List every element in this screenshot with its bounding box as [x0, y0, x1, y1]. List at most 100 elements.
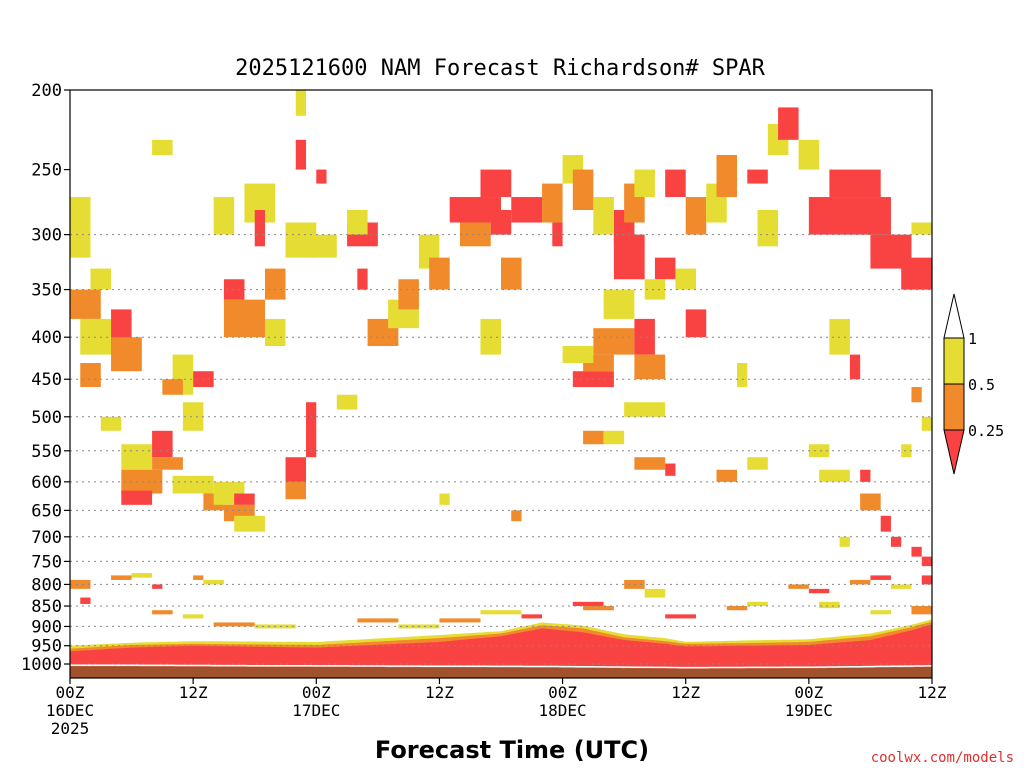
ri-cell-110: [70, 579, 91, 589]
ri-cell-1: [70, 289, 101, 319]
ri-cell-109: [901, 444, 912, 458]
legend-orange-box: [943, 383, 965, 431]
ri-cell-17: [182, 402, 204, 431]
ri-cell-130: [665, 614, 696, 619]
x-axis-title: Forecast Time (UTC): [375, 736, 649, 764]
ri-cell-48: [480, 169, 512, 198]
ri-cell-75: [654, 257, 676, 280]
ri-cell-4: [90, 268, 112, 290]
ri-cell-87: [757, 210, 779, 247]
ri-cell-118: [182, 614, 204, 619]
ri-cell-46: [429, 257, 450, 290]
y-tick-label-350: 350: [31, 281, 62, 301]
y-tick-label-600: 600: [31, 473, 62, 493]
ri-cell-37: [295, 90, 307, 116]
y-tick-label-950: 950: [31, 637, 62, 657]
plot-frame: [69, 89, 933, 679]
ri-cell-13: [152, 457, 183, 470]
ri-cell-142: [336, 394, 358, 410]
ri-cell-76: [644, 279, 666, 300]
ri-cell-116: [203, 579, 224, 585]
y-tick-label-550: 550: [31, 442, 62, 462]
ri-cell-135: [819, 601, 840, 609]
ri-cell-104: [839, 536, 850, 547]
boundary-layer: [70, 619, 932, 669]
y-tick-label-400: 400: [31, 328, 62, 348]
y-tick-label-1000: 1000: [21, 655, 62, 675]
richardson-cells: [70, 90, 932, 629]
ri-cell-62: [665, 169, 686, 198]
ri-cell-79: [603, 430, 625, 445]
ri-cell-61: [634, 169, 655, 198]
ri-cell-129: [644, 588, 666, 598]
x-tick-label-0-1: 16DEC: [46, 701, 94, 720]
y-tick-label-650: 650: [31, 501, 62, 521]
legend-arrow-top: [943, 293, 965, 339]
x-tick-label-7-0: 12Z: [918, 683, 947, 702]
ri-cell-15: [162, 379, 183, 395]
ri-cell-126: [572, 601, 604, 607]
ri-cell-11: [152, 139, 173, 156]
ri-cell-22: [234, 493, 255, 505]
ri-cell-31: [285, 457, 307, 482]
ri-cell-103: [890, 536, 902, 547]
ri-cell-106: [921, 556, 932, 567]
surface-line: [69, 664, 932, 669]
x-tick-label-6-1: 19DEC: [785, 701, 833, 720]
ri-cell-114: [152, 584, 163, 589]
ri-cell-3: [80, 363, 101, 388]
ri-cell-65: [716, 155, 738, 198]
ri-cell-85: [747, 457, 768, 470]
ri-cell-7: [111, 337, 142, 372]
ri-cell-134: [808, 588, 830, 594]
y-tick-label-250: 250: [31, 161, 62, 181]
ri-cell-90: [798, 139, 820, 170]
ri-cell-29: [264, 268, 286, 300]
legend-yellow-box: [943, 337, 965, 385]
ri-cell-144: [511, 510, 522, 522]
ri-cell-94: [901, 257, 932, 290]
ri-cell-36: [295, 139, 307, 170]
ri-cell-105: [911, 546, 922, 557]
ri-cell-57: [572, 169, 594, 211]
ri-cell-51: [511, 197, 543, 223]
y-tick-label-450: 450: [31, 370, 62, 390]
ri-cell-5: [100, 416, 122, 431]
x-tick-label-3-0: 12Z: [425, 683, 454, 702]
ri-cell-18: [172, 475, 214, 494]
ri-cell-12: [152, 430, 173, 458]
y-tick-label-500: 500: [31, 408, 62, 428]
ri-cell-82: [675, 268, 696, 290]
legend-label-0.25: 0.25: [968, 422, 1004, 440]
ri-cell-38: [316, 169, 327, 184]
ri-cell-24: [223, 299, 265, 338]
ri-cell-108: [911, 387, 922, 403]
ri-cell-81: [665, 463, 676, 476]
ri-cell-71: [562, 346, 594, 364]
ri-cell-91: [808, 197, 891, 235]
ground-fill: [70, 666, 932, 678]
ri-cell-113: [131, 573, 153, 578]
y-tick-label-700: 700: [31, 528, 62, 548]
ri-cell-117: [152, 610, 173, 615]
x-tick-label-1-0: 12Z: [179, 683, 208, 702]
ri-cell-30: [264, 318, 286, 347]
chart-title: 2025121600 NAM Forecast Richardson# SPAR: [235, 56, 766, 81]
x-tick-label-2-0: 00Z: [302, 683, 331, 702]
ri-cell-138: [890, 584, 912, 589]
ri-cell-102: [880, 515, 891, 532]
ri-cell-86: [747, 169, 768, 184]
legend-arrow-bottom: [943, 429, 965, 475]
ri-cell-54: [542, 183, 563, 223]
y-tick-label-300: 300: [31, 226, 62, 246]
bl-red-band: [70, 624, 932, 669]
ri-cell-58: [593, 197, 614, 235]
ri-cell-50: [490, 210, 512, 235]
ri-cell-28: [254, 210, 265, 247]
ri-cell-99: [819, 469, 850, 482]
ri-cell-84: [716, 469, 738, 482]
ri-cell-132: [747, 601, 768, 607]
x-tick-label-2-1: 17DEC: [292, 701, 340, 720]
